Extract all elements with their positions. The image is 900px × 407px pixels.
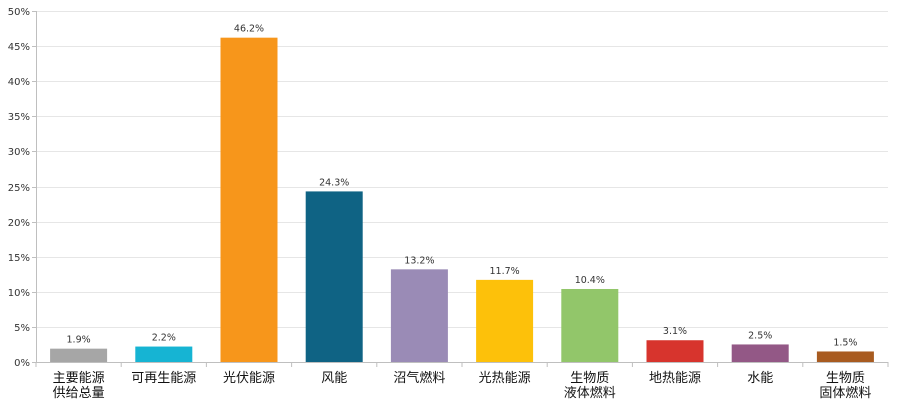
bar (50, 348, 108, 362)
category-label: 光热能源 (479, 371, 531, 386)
bar (305, 191, 363, 362)
bar (561, 288, 619, 362)
bar (135, 346, 193, 362)
bar (390, 269, 448, 362)
gridlines (36, 11, 888, 328)
bar (220, 37, 278, 363)
category-label: 生物质 (570, 371, 609, 386)
y-tick-label: 30% (8, 147, 30, 158)
data-label: 3.1% (663, 326, 687, 337)
bar (731, 344, 789, 362)
category-label: 沼气燃料 (393, 370, 445, 386)
y-tick-label: 25% (8, 183, 30, 194)
data-label: 11.7% (490, 266, 520, 277)
data-label: 2.2% (152, 333, 176, 344)
data-label: 1.9% (67, 335, 91, 346)
category-label: 可再生能源 (131, 371, 196, 386)
y-tick-label: 0% (14, 358, 30, 369)
y-tick-label: 5% (14, 323, 30, 334)
data-label: 2.5% (748, 330, 772, 341)
y-tick-label: 40% (8, 77, 30, 88)
category-label: 风能 (321, 371, 347, 386)
y-tick-label: 35% (8, 112, 30, 123)
category-label: 地热能源 (649, 371, 701, 386)
data-label: 24.3% (319, 177, 349, 188)
category-label: 供给总量 (53, 386, 105, 401)
y-axis-ticks: 0% 5% 10% 15% 20% 25% 30% 35% 40% 45% 50% (8, 7, 36, 369)
category-label: 主要能源 (53, 371, 105, 386)
axes (35, 11, 889, 367)
category-label: 水能 (747, 371, 773, 386)
y-tick-label: 45% (8, 42, 30, 53)
bar (816, 351, 874, 362)
y-tick-label: 50% (8, 7, 30, 18)
category-label: 生物质 (826, 371, 865, 386)
y-tick-label: 10% (8, 288, 30, 299)
category-label: 液体燃料 (564, 385, 616, 401)
data-label: 13.2% (404, 255, 434, 266)
y-tick-label: 20% (8, 218, 30, 229)
bars (50, 37, 874, 363)
category-label: 固体燃料 (819, 385, 871, 401)
bar (476, 279, 534, 362)
data-label: 1.5% (833, 337, 857, 348)
category-label: 光伏能源 (223, 371, 275, 386)
data-label: 10.4% (575, 275, 605, 286)
data-label: 46.2% (234, 24, 264, 35)
data-labels: 1.9% 2.2% 46.2% 24.3% 13.2% 11.7% 10.4% 3.1% 2.5… (67, 24, 858, 349)
y-tick-label: 15% (8, 253, 30, 264)
bar (646, 340, 704, 362)
